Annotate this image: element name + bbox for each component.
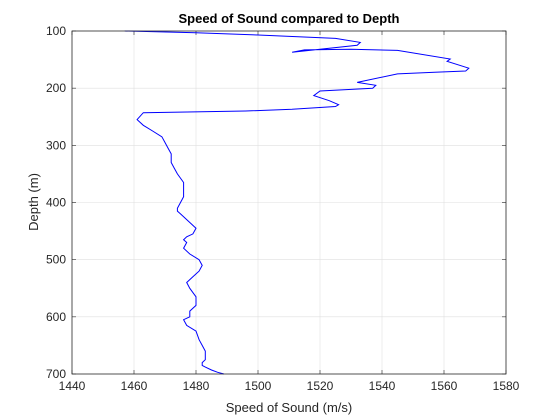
x-axis-label: Speed of Sound (m/s) [226,400,352,415]
y-tick-label: 600 [46,310,66,324]
axes-box [71,30,507,375]
x-tick-label: 1440 [59,379,86,393]
x-tick-label: 1480 [183,379,210,393]
y-tick-label: 300 [46,138,66,152]
x-tick-label: 1560 [431,379,458,393]
y-tick-label: 200 [46,81,66,95]
grid-lines [72,31,506,374]
chart-title: Speed of Sound compared to Depth [178,11,399,26]
x-tick-label: 1580 [493,379,520,393]
y-tick-labels: 100 200 300 400 500 600 700 [46,24,66,381]
y-tick-label: 100 [46,24,66,38]
x-tick-labels: 1440 1460 1480 1500 1520 1540 1560 1580 [59,379,520,393]
y-tick-label: 500 [46,253,66,267]
x-tick-label: 1540 [369,379,396,393]
y-axis-label: Depth (m) [26,173,41,231]
y-tick-label: 400 [46,196,66,210]
x-tick-label: 1500 [245,379,272,393]
x-tick-label: 1460 [121,379,148,393]
y-tick-label: 700 [46,367,66,381]
x-tick-label: 1520 [307,379,334,393]
speed-of-sound-line [124,30,470,375]
